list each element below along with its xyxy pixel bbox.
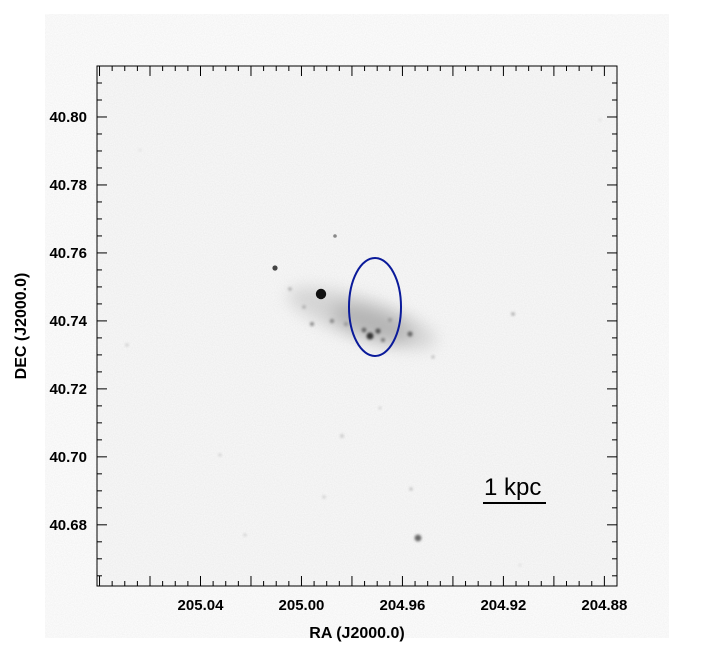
knot [344, 322, 348, 326]
galaxy-emission [125, 118, 602, 567]
y-axis-title: DEC (J2000.0) [13, 273, 30, 380]
field-star [340, 434, 344, 438]
knot [366, 332, 374, 340]
field-star [138, 148, 142, 152]
knot [288, 287, 292, 291]
y-tick-label: 40.68 [49, 517, 87, 534]
x-axis-tick-labels: 205.04 205.00 204.96 204.92 204.88 [178, 597, 628, 614]
field-star [322, 495, 326, 499]
bright-knot [315, 288, 327, 300]
image-panel: 1 kpc [96, 65, 618, 587]
field-star [333, 234, 337, 238]
y-tick-label: 40.76 [49, 245, 87, 262]
field-star [431, 355, 435, 359]
knot [407, 331, 413, 337]
field-star [414, 534, 422, 542]
knot [381, 338, 385, 342]
x-axis-title: RA (J2000.0) [309, 625, 404, 642]
field-star [125, 343, 129, 347]
y-tick-label: 40.74 [49, 313, 87, 330]
aperture-ellipse [348, 257, 402, 357]
knot [388, 318, 392, 322]
knot [329, 318, 335, 324]
y-tick-label: 40.70 [49, 449, 87, 466]
field-star [218, 453, 222, 457]
galaxy-diffuse-core [331, 304, 413, 342]
y-axis-tick-labels: 40.68 40.70 40.72 40.74 40.76 40.78 40.80 [49, 109, 87, 534]
field-star [598, 118, 602, 122]
y-tick-label: 40.78 [49, 177, 87, 194]
y-tick-label: 40.80 [49, 109, 87, 126]
scale-bar-label: 1 kpc [484, 474, 541, 501]
image-frame [96, 65, 618, 587]
x-tick-label: 204.88 [581, 597, 627, 614]
field-star [511, 312, 515, 316]
knot [310, 322, 314, 326]
field-star [378, 406, 382, 410]
axis-ticks [97, 65, 618, 586]
field-star [272, 265, 278, 271]
field-star [518, 563, 522, 567]
knot [361, 327, 367, 333]
y-tick-label: 40.72 [49, 381, 87, 398]
x-tick-label: 204.96 [379, 597, 425, 614]
field-star [243, 533, 247, 537]
x-tick-label: 205.00 [279, 597, 325, 614]
x-tick-label: 205.04 [178, 597, 225, 614]
x-tick-label: 204.92 [480, 597, 526, 614]
field-star [409, 487, 413, 491]
knot [375, 328, 381, 334]
knot [302, 305, 306, 309]
